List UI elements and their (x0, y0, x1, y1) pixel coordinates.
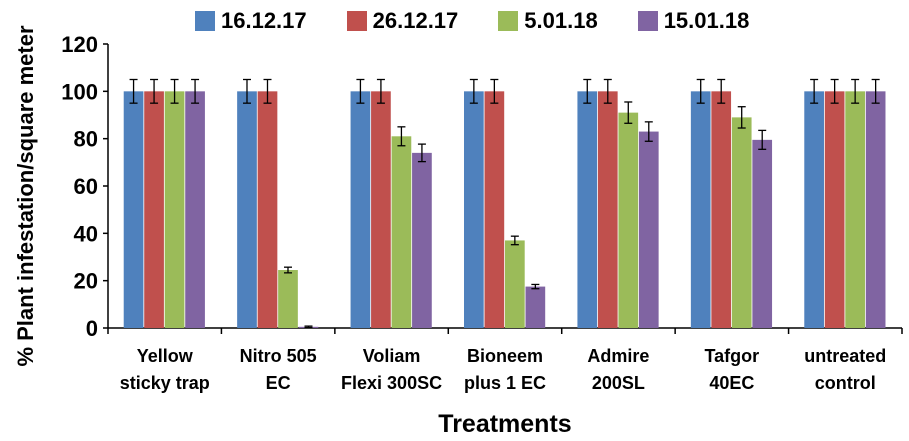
legend-label-2: 26.12.17 (372, 8, 459, 33)
bar-0-6 (804, 91, 824, 328)
x-tick-label-3-1: plus 1 EC (464, 373, 546, 393)
bar-2-5 (731, 117, 752, 328)
legend-swatch-1 (195, 11, 215, 31)
y-tick-label-1: 20 (74, 269, 98, 294)
legend-swatch-2 (346, 11, 367, 31)
legend-item-3: 5.01.18 (498, 8, 598, 34)
bar-1-4 (597, 91, 618, 328)
y-axis-title: % Plant infestation/square meter (13, 25, 38, 367)
x-tick-label-1-1: EC (266, 373, 291, 393)
legend-item-4: 15.01.18 (637, 8, 750, 34)
bar-2-2 (391, 136, 412, 328)
bar-0-3 (464, 91, 484, 328)
bar-0-2 (350, 91, 371, 328)
x-tick-label-2-1: Flexi 300SC (341, 373, 442, 393)
legend-item-1: 16.12.17 (195, 8, 307, 34)
bar-3-4 (638, 131, 659, 328)
bar-3-3 (525, 286, 546, 328)
bar-3-2 (412, 152, 432, 328)
bar-2-0 (164, 91, 185, 328)
bar-0-5 (690, 91, 711, 328)
y-tick-label-0: 0 (86, 316, 98, 341)
x-tick-label-5-1: 40EC (709, 373, 754, 393)
y-tick-label-5: 100 (61, 79, 98, 104)
legend-label-1: 16.12.17 (221, 8, 307, 33)
x-tick-label-4-1: 200SL (592, 373, 645, 393)
x-tick-label-4-0: Admire (587, 346, 649, 366)
bar-0-4 (577, 91, 598, 328)
bar-1-6 (824, 91, 845, 328)
x-axis-title: Treatments (438, 410, 571, 438)
legend-label-4: 15.01.18 (663, 8, 750, 33)
x-tick-label-2-0: Voliam (363, 346, 421, 366)
x-tick-label-6-0: untreated (804, 346, 886, 366)
x-tick-label-0-1: sticky trap (120, 373, 210, 393)
bar-0-1 (237, 91, 257, 328)
bar-0-0 (123, 91, 144, 328)
bar-3-5 (752, 139, 773, 328)
x-tick-label-6-1: control (815, 373, 876, 393)
x-tick-label-1-0: Nitro 505 (240, 346, 317, 366)
x-tick-label-5-0: Tafgor (705, 346, 760, 366)
y-tick-label-6: 120 (61, 32, 98, 57)
bar-2-3 (505, 240, 525, 328)
bar-1-2 (371, 91, 391, 328)
y-tick-label-2: 40 (74, 221, 98, 246)
bar-2-4 (618, 112, 639, 328)
y-tick-label-3: 60 (74, 174, 98, 199)
legend-swatch-3 (498, 11, 519, 31)
y-tick-label-4: 80 (74, 127, 98, 152)
bar-1-0 (144, 91, 164, 328)
bar-2-6 (845, 91, 865, 328)
chart-legend: 16.12.17 26.12.17 5.01.18 15.01.18 (195, 8, 789, 34)
x-tick-label-3-0: Bioneem (467, 346, 543, 366)
bar-2-1 (278, 270, 298, 328)
legend-item-2: 26.12.17 (346, 8, 459, 34)
bar-1-5 (711, 91, 732, 328)
bar-3-6 (865, 91, 886, 328)
legend-swatch-4 (637, 11, 658, 31)
legend-label-3: 5.01.18 (524, 8, 598, 33)
bar-3-0 (185, 91, 205, 328)
bar-1-3 (484, 91, 505, 328)
bar-1-1 (257, 91, 278, 328)
x-tick-label-0-0: Yellow (137, 346, 194, 366)
